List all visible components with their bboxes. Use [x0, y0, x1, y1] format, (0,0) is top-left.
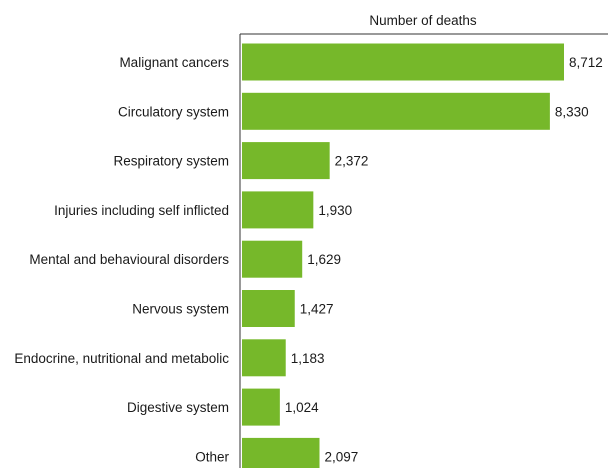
- bar-nervous-system: [242, 290, 295, 327]
- bar-digestive-system: [242, 388, 280, 426]
- category-label-endocrine-nutritional-and-metabolic: Endocrine, nutritional and metabolic: [14, 351, 229, 366]
- bar-malignant-cancers: [242, 43, 564, 81]
- category-label-malignant-cancers: Malignant cancers: [119, 55, 229, 70]
- bar-respiratory-system: [242, 142, 330, 180]
- bar-mental-and-behavioural-disorders: [242, 240, 303, 278]
- value-label-respiratory-system: 2,372: [335, 154, 369, 169]
- category-label-injuries-including-self-inflicted: Injuries including self inflicted: [54, 203, 229, 218]
- bar-injuries-including-self-inflicted: [242, 191, 314, 229]
- value-label-malignant-cancers: 8,712: [569, 55, 603, 70]
- category-label-circulatory-system: Circulatory system: [118, 104, 229, 119]
- bar-circulatory-system: [242, 92, 550, 130]
- value-label-endocrine-nutritional-and-metabolic: 1,183: [291, 351, 325, 366]
- bar-other: [242, 437, 320, 468]
- x-axis-title: Number of deaths: [369, 13, 477, 28]
- value-label-circulatory-system: 8,330: [555, 104, 589, 119]
- category-label-other: Other: [195, 449, 229, 464]
- bar-endocrine-nutritional-and-metabolic: [242, 339, 286, 377]
- value-label-nervous-system: 1,427: [300, 302, 334, 317]
- category-label-nervous-system: Nervous system: [132, 302, 229, 317]
- value-label-mental-and-behavioural-disorders: 1,629: [307, 252, 341, 267]
- category-label-respiratory-system: Respiratory system: [113, 154, 229, 169]
- value-label-digestive-system: 1,024: [285, 400, 319, 415]
- value-label-injuries-including-self-inflicted: 1,930: [318, 203, 352, 218]
- category-label-digestive-system: Digestive system: [127, 400, 229, 415]
- category-label-mental-and-behavioural-disorders: Mental and behavioural disorders: [29, 252, 229, 267]
- bars-group: Malignant cancers 8,712 Circulatory system…: [14, 43, 603, 468]
- value-label-other: 2,097: [325, 449, 359, 464]
